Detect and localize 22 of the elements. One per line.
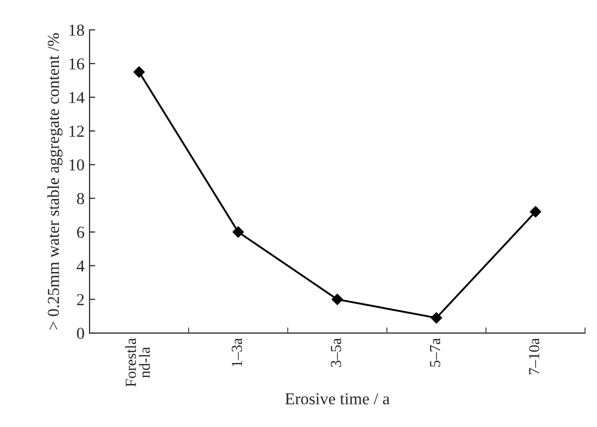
y-axis-title: > 0.25mm water stable aggregate content /% [47, 33, 62, 330]
y-tick-label: 6 [77, 226, 84, 238]
y-tick-label: 14 [69, 92, 84, 104]
y-tick-label: 8 [76, 193, 84, 204]
point [232, 226, 244, 238]
x-tick-label: 1–3a [232, 338, 242, 366]
y-tick-label: 18 [69, 24, 84, 36]
y-tick-label: 10 [69, 159, 84, 171]
x-tick-label: 7–10a [529, 338, 540, 374]
x-tick-label: Forestla nd-la [125, 338, 150, 387]
x-tick-label: 3–5a [330, 338, 342, 367]
point [430, 312, 442, 324]
y-tick-label: 4 [76, 260, 84, 272]
y-tick-label: 12 [69, 126, 84, 137]
point [133, 66, 145, 78]
x-axis-title: Erosive time / a [285, 393, 390, 404]
x-tick-label: 5–7a [430, 338, 440, 367]
point [332, 294, 343, 305]
y-tick-label: 2 [77, 294, 84, 306]
y-tick-label: 0 [76, 328, 84, 340]
y-tick-label: 16 [69, 58, 84, 70]
point [530, 206, 542, 218]
